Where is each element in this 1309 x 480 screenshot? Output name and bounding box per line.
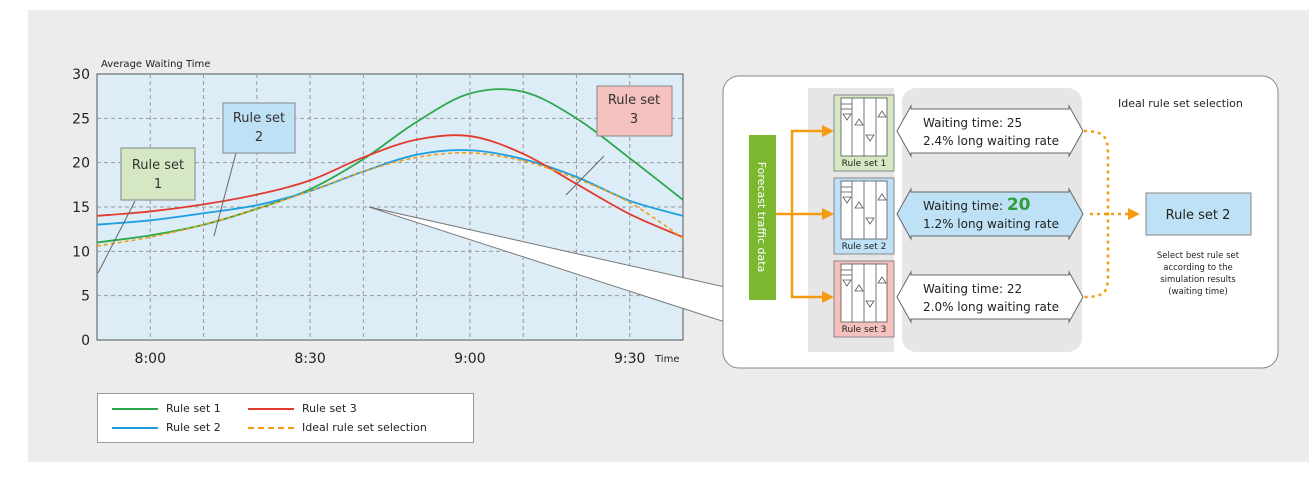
result-long-wait-rate: 2.4% long waiting rate	[923, 134, 1059, 148]
legend-label-rule-set-2: Rule set 2	[166, 421, 221, 434]
x-axis-ticks: 8:00 8:30 9:00 9:30	[135, 351, 646, 367]
x-axis-label: Time	[654, 354, 679, 365]
chart-legend: Rule set 1 Rule set 2 Rule set 3 Ideal r…	[97, 393, 474, 443]
plot-area	[96, 73, 684, 341]
result-waiting-time: Waiting time: 22	[923, 282, 1022, 296]
annotation-3-text: Rule set 3	[608, 93, 660, 127]
selected-rule-box	[1145, 192, 1252, 236]
line-chart: 0 5 10 15 20 25 30 8:00 8:30 9:00 9:30 Average Wa…	[72, 59, 684, 367]
annotation-rule-set-1: Rule set 1	[120, 147, 196, 201]
y-tick-label: 25	[72, 111, 90, 127]
result-box-1: Waiting time: 25 2.4% long waiting rate	[896, 104, 1084, 158]
result-box-3: Waiting time: 22 2.0% long waiting rate	[896, 270, 1084, 324]
legend-item-rule-set-2: Rule set 2	[112, 421, 221, 434]
rule-set-cards: Rule set 1 Rule set 2 Rule set 3	[833, 94, 895, 338]
x-tick-label: 8:00	[135, 351, 166, 367]
series-line-rule-set-2	[96, 149, 684, 226]
legend-swatch-rule-set-3	[248, 407, 294, 410]
branch-arrowheads	[822, 125, 834, 303]
series-line-rule-set-3	[96, 134, 684, 238]
rule-card-label: Rule set 3	[842, 325, 887, 335]
y-axis-ticks: 0 5 10 15 20 25 30	[72, 67, 90, 349]
result-box-2: Waiting time: 20 1.2% long waiting rate	[896, 187, 1084, 241]
legend-label-ideal-selection: Ideal rule set selection	[302, 421, 427, 434]
x-tick-label: 9:30	[614, 351, 645, 367]
rule-card-1: Rule set 1	[833, 94, 895, 172]
selection-note-line-3: simulation results	[1160, 275, 1236, 285]
annotation-rule-set-3: Rule set 3	[596, 85, 673, 137]
forecast-data-label: Forecast traffic data	[755, 162, 768, 273]
y-tick-label: 15	[72, 200, 90, 216]
result-long-wait-rate: 1.2% long waiting rate	[923, 217, 1059, 231]
y-axis-label: Average Waiting Time	[101, 59, 210, 70]
annotation-1-text: Rule set 1	[132, 158, 184, 192]
legend-label-rule-set-3: Rule set 3	[302, 402, 357, 415]
legend-swatch-ideal-selection	[248, 426, 294, 429]
series-line-ideal-rule-set-selection	[96, 152, 684, 247]
rule-card-label: Rule set 2	[842, 242, 887, 252]
selection-note-line-2: according to the	[1163, 263, 1233, 273]
selection-note-line-4: (waiting time)	[1168, 287, 1228, 297]
annotation-3-pointer	[565, 155, 605, 196]
rule-card-2: Rule set 2	[833, 177, 895, 255]
annotation-rule-set-2: Rule set 2	[222, 102, 296, 154]
result-waiting-time: Waiting time: 25	[923, 116, 1022, 130]
y-tick-label: 5	[81, 289, 90, 305]
branch-arrows	[776, 129, 823, 299]
result-boxes: Waiting time: 252.4% long waiting rateWa…	[896, 104, 1084, 324]
x-tick-label: 9:00	[454, 351, 485, 367]
forecast-data-bar	[749, 135, 776, 300]
rule-card-3: Rule set 3	[833, 260, 895, 338]
rule-selection-diagram: Ideal rule set selection Forecast traffi…	[722, 75, 1279, 369]
legend-item-rule-set-3: Rule set 3	[248, 402, 357, 415]
series-lines	[96, 88, 684, 247]
selection-arrowhead	[1128, 208, 1140, 220]
legend-item-ideal-selection: Ideal rule set selection	[248, 421, 427, 434]
y-tick-label: 10	[72, 244, 90, 260]
legend-swatch-rule-set-2	[112, 426, 158, 429]
x-tick-label: 8:30	[294, 351, 325, 367]
y-tick-label: 20	[72, 156, 90, 172]
y-tick-label: 0	[81, 333, 90, 349]
legend-label-rule-set-1: Rule set 1	[166, 402, 221, 415]
annotation-2-pointer	[213, 152, 237, 237]
result-long-wait-rate: 2.0% long waiting rate	[923, 300, 1059, 314]
result-waiting-time: Waiting time: 20	[923, 195, 1031, 215]
y-tick-label: 30	[72, 67, 90, 83]
ideal-selection-title: Ideal rule set selection	[1118, 97, 1243, 110]
annotation-2-text: Rule set 2	[233, 111, 285, 145]
legend-swatch-rule-set-1	[112, 407, 158, 410]
annotation-1-pointer	[97, 200, 136, 274]
selected-rule-label: Rule set 2	[1166, 208, 1231, 223]
rule-card-label: Rule set 1	[842, 159, 887, 169]
selection-note-line-1: Select best rule set	[1157, 251, 1240, 261]
selection-connector	[1083, 129, 1128, 299]
legend-item-rule-set-1: Rule set 1	[112, 402, 221, 415]
